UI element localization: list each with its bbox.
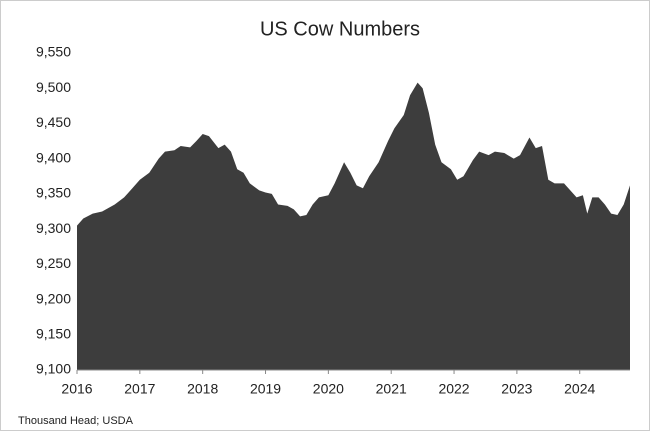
y-tick-label: 9,500 — [36, 79, 71, 95]
y-tick-label: 9,300 — [36, 220, 71, 236]
x-tick-label: 2020 — [313, 381, 344, 397]
y-tick-label: 9,150 — [36, 325, 71, 341]
area — [77, 82, 630, 370]
x-tick-label: 2023 — [501, 381, 532, 397]
y-tick-label: 9,200 — [36, 290, 71, 306]
x-tick-label: 2022 — [438, 381, 469, 397]
x-tick-label: 2024 — [564, 381, 595, 397]
y-tick-label: 9,250 — [36, 255, 71, 271]
x-tick-label: 2021 — [376, 381, 407, 397]
x-tick-label: 2018 — [187, 381, 218, 397]
source-note: Thousand Head; USDA — [18, 415, 134, 427]
x-tick-label: 2017 — [124, 381, 155, 397]
y-tick-label: 9,100 — [36, 361, 71, 377]
y-tick-label: 9,400 — [36, 149, 71, 165]
x-tick-label: 2019 — [250, 381, 281, 397]
x-tick-label: 2016 — [61, 381, 92, 397]
y-tick-label: 9,450 — [36, 114, 71, 130]
chart-title: US Cow Numbers — [260, 18, 420, 40]
y-tick-label: 9,550 — [36, 44, 71, 60]
y-tick-label: 9,350 — [36, 185, 71, 201]
